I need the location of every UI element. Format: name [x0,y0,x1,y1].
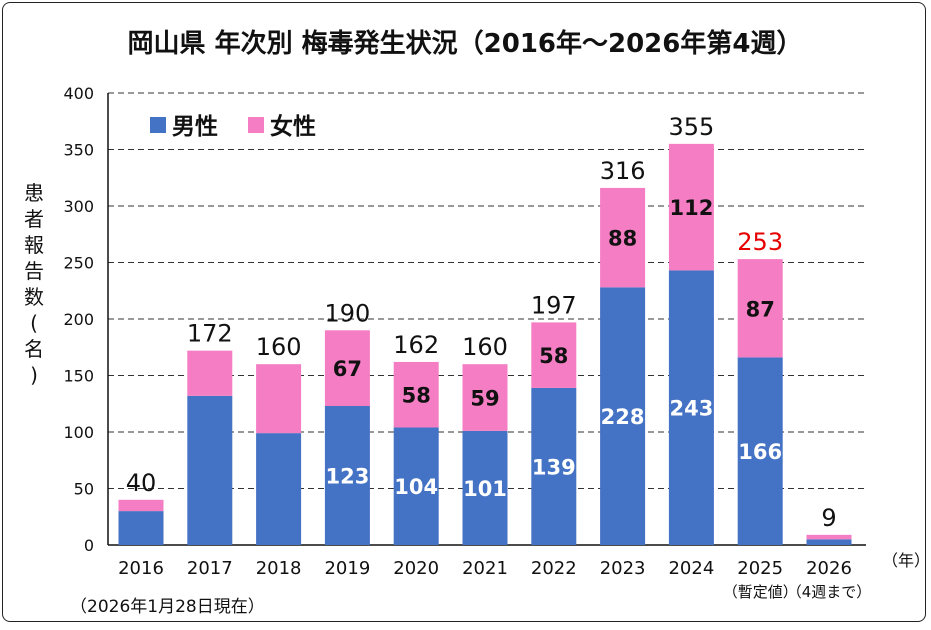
bar-female-2019 [324,330,370,407]
total-label: 9 [821,504,836,532]
legend-label: 男性 [172,114,218,140]
x-axis-unit: （年） [882,551,930,570]
data-label: 104 [394,475,438,499]
x-tick-label: 2024 [668,558,714,579]
data-label: 87 [746,297,775,321]
bar-male-2019 [324,406,370,545]
y-tick-label: 200 [63,310,94,329]
bar-male-2018 [256,433,302,545]
y-label-char: ) [30,363,38,387]
x-tick-label: 2025 [737,558,783,579]
footnote: （2026年1月28日現在） [70,597,265,617]
total-label: 197 [531,291,577,319]
y-tick-label: 100 [63,423,94,442]
data-label: 243 [669,397,713,421]
y-label-char: 名 [24,337,44,361]
y-tick-label: 0 [84,536,94,555]
bar-male-2025 [737,357,783,545]
total-label: 355 [668,113,714,141]
data-label: 58 [539,344,568,368]
y-tick-label: 300 [63,197,94,216]
x-tick-note: （4週まで） [787,583,872,601]
x-tick-label: 2016 [118,558,164,579]
x-tick-label: 2019 [324,558,370,579]
data-label: 88 [608,227,637,251]
bar-female-2021 [462,364,508,431]
y-label-char: ( [30,311,38,335]
bar-male-2026 [806,539,852,545]
total-label: 316 [600,157,646,185]
x-tick-label: 2018 [256,558,302,579]
bar-female-2022 [531,322,577,388]
bar-male-2020 [393,427,439,545]
total-label: 160 [462,333,508,361]
x-tick-label: 2020 [393,558,439,579]
data-label: 123 [325,465,369,489]
bar-female-2016 [118,499,164,512]
bar-female-2018 [256,364,302,434]
y-label-char: 数 [24,285,44,309]
data-label: 59 [470,387,499,411]
bar-male-2016 [118,511,164,545]
bar-male-2024 [668,270,714,545]
total-label: 172 [187,320,233,348]
bar-male-2017 [187,395,233,545]
y-label-char: 患 [24,181,44,205]
y-label-char: 者 [24,207,44,231]
bar-female-2024 [668,143,714,271]
x-tick-label: 2026 [806,558,852,579]
x-tick-label: 2017 [187,558,233,579]
y-tick-label: 350 [63,141,94,160]
y-tick-label: 400 [63,84,94,103]
total-label: 253 [737,228,783,256]
data-label: 58 [402,384,431,408]
x-tick-note: （暫定値） [723,583,798,601]
total-label: 190 [324,299,370,327]
data-label: 139 [532,455,576,479]
bar-male-2022 [531,387,577,545]
bar-female-2026 [806,534,852,540]
x-tick-label: 2023 [600,558,646,579]
data-label: 101 [463,477,507,501]
x-tick-label: 2022 [531,558,577,579]
data-label: 67 [333,357,362,381]
bar-female-2017 [187,350,233,396]
bar-female-2023 [600,187,646,288]
y-tick-label: 150 [63,367,94,386]
total-label: 162 [393,331,439,359]
chart-frame [2,2,926,622]
y-label-char: 報 [24,233,44,257]
bar-female-2025 [737,259,783,358]
data-label: 166 [738,440,782,464]
bar-male-2023 [600,287,646,545]
x-tick-label: 2021 [462,558,508,579]
y-tick-label: 250 [63,254,94,273]
y-tick-label: 50 [74,480,94,499]
bar-female-2020 [393,361,439,428]
legend-swatch [150,117,166,133]
legend-swatch [248,117,264,133]
bar-male-2021 [462,430,508,545]
legend-label: 女性 [270,113,316,140]
chart-title: 岡山県 年次別 梅毒発生状況（2016年～2026年第4週） [128,28,803,59]
total-label: 160 [256,333,302,361]
data-label: 228 [601,405,645,429]
y-label-char: 告 [24,259,44,283]
total-label: 40 [126,469,157,497]
data-label: 112 [669,196,713,220]
